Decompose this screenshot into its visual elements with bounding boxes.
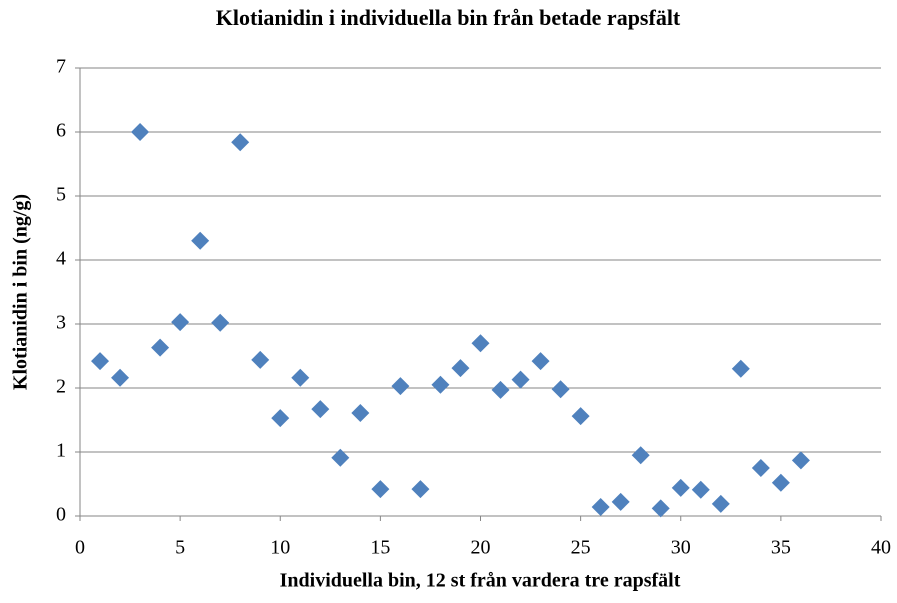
x-tick-label: 10 xyxy=(270,537,290,559)
point xyxy=(211,313,230,332)
y-tick-label: 3 xyxy=(56,312,66,334)
point xyxy=(251,350,270,369)
point xyxy=(151,338,170,357)
x-tick-label: 0 xyxy=(75,537,85,559)
point xyxy=(191,231,210,250)
point xyxy=(111,368,130,387)
point xyxy=(631,446,650,465)
point xyxy=(511,370,530,389)
point xyxy=(131,123,150,141)
point xyxy=(231,133,250,152)
point xyxy=(91,352,110,371)
point xyxy=(491,380,510,399)
point xyxy=(371,480,390,499)
y-axis-label: Klotianidin i bin (ng/g) xyxy=(10,194,32,390)
point xyxy=(611,492,630,511)
point xyxy=(451,359,470,378)
point xyxy=(471,334,490,353)
point xyxy=(411,480,430,499)
point xyxy=(671,478,690,497)
y-tick-label: 5 xyxy=(56,184,66,206)
x-tick-label: 20 xyxy=(471,537,491,559)
point xyxy=(391,377,410,396)
point xyxy=(591,498,610,517)
x-tick-label: 40 xyxy=(871,537,891,559)
point xyxy=(351,403,370,422)
point xyxy=(771,473,790,492)
point xyxy=(311,400,330,419)
chart-title: Klotianidin i individuella bin från beta… xyxy=(216,5,681,30)
point xyxy=(651,499,670,518)
point xyxy=(731,359,750,378)
point xyxy=(571,407,590,426)
point xyxy=(271,409,290,428)
x-tick-label: 30 xyxy=(671,537,691,559)
y-tick-label: 2 xyxy=(56,376,66,398)
y-tick-label: 4 xyxy=(56,248,66,270)
x-tick-label: 35 xyxy=(771,537,791,559)
point xyxy=(291,368,310,387)
point xyxy=(551,380,570,399)
x-tick-label: 25 xyxy=(571,537,591,559)
point xyxy=(711,494,730,513)
point xyxy=(531,352,550,371)
x-axis-label: Individuella bin, 12 st från vardera tre… xyxy=(280,570,681,592)
y-tick-label: 7 xyxy=(56,56,66,78)
point xyxy=(331,448,350,467)
point xyxy=(431,375,450,394)
point xyxy=(751,459,770,477)
point xyxy=(791,451,810,470)
x-tick-label: 5 xyxy=(175,537,185,559)
y-tick-label: 6 xyxy=(56,120,66,142)
x-tick-label: 15 xyxy=(370,537,390,559)
y-tick-label: 0 xyxy=(56,504,66,526)
point xyxy=(171,313,190,332)
point xyxy=(691,480,710,499)
y-tick-label: 1 xyxy=(56,440,66,462)
